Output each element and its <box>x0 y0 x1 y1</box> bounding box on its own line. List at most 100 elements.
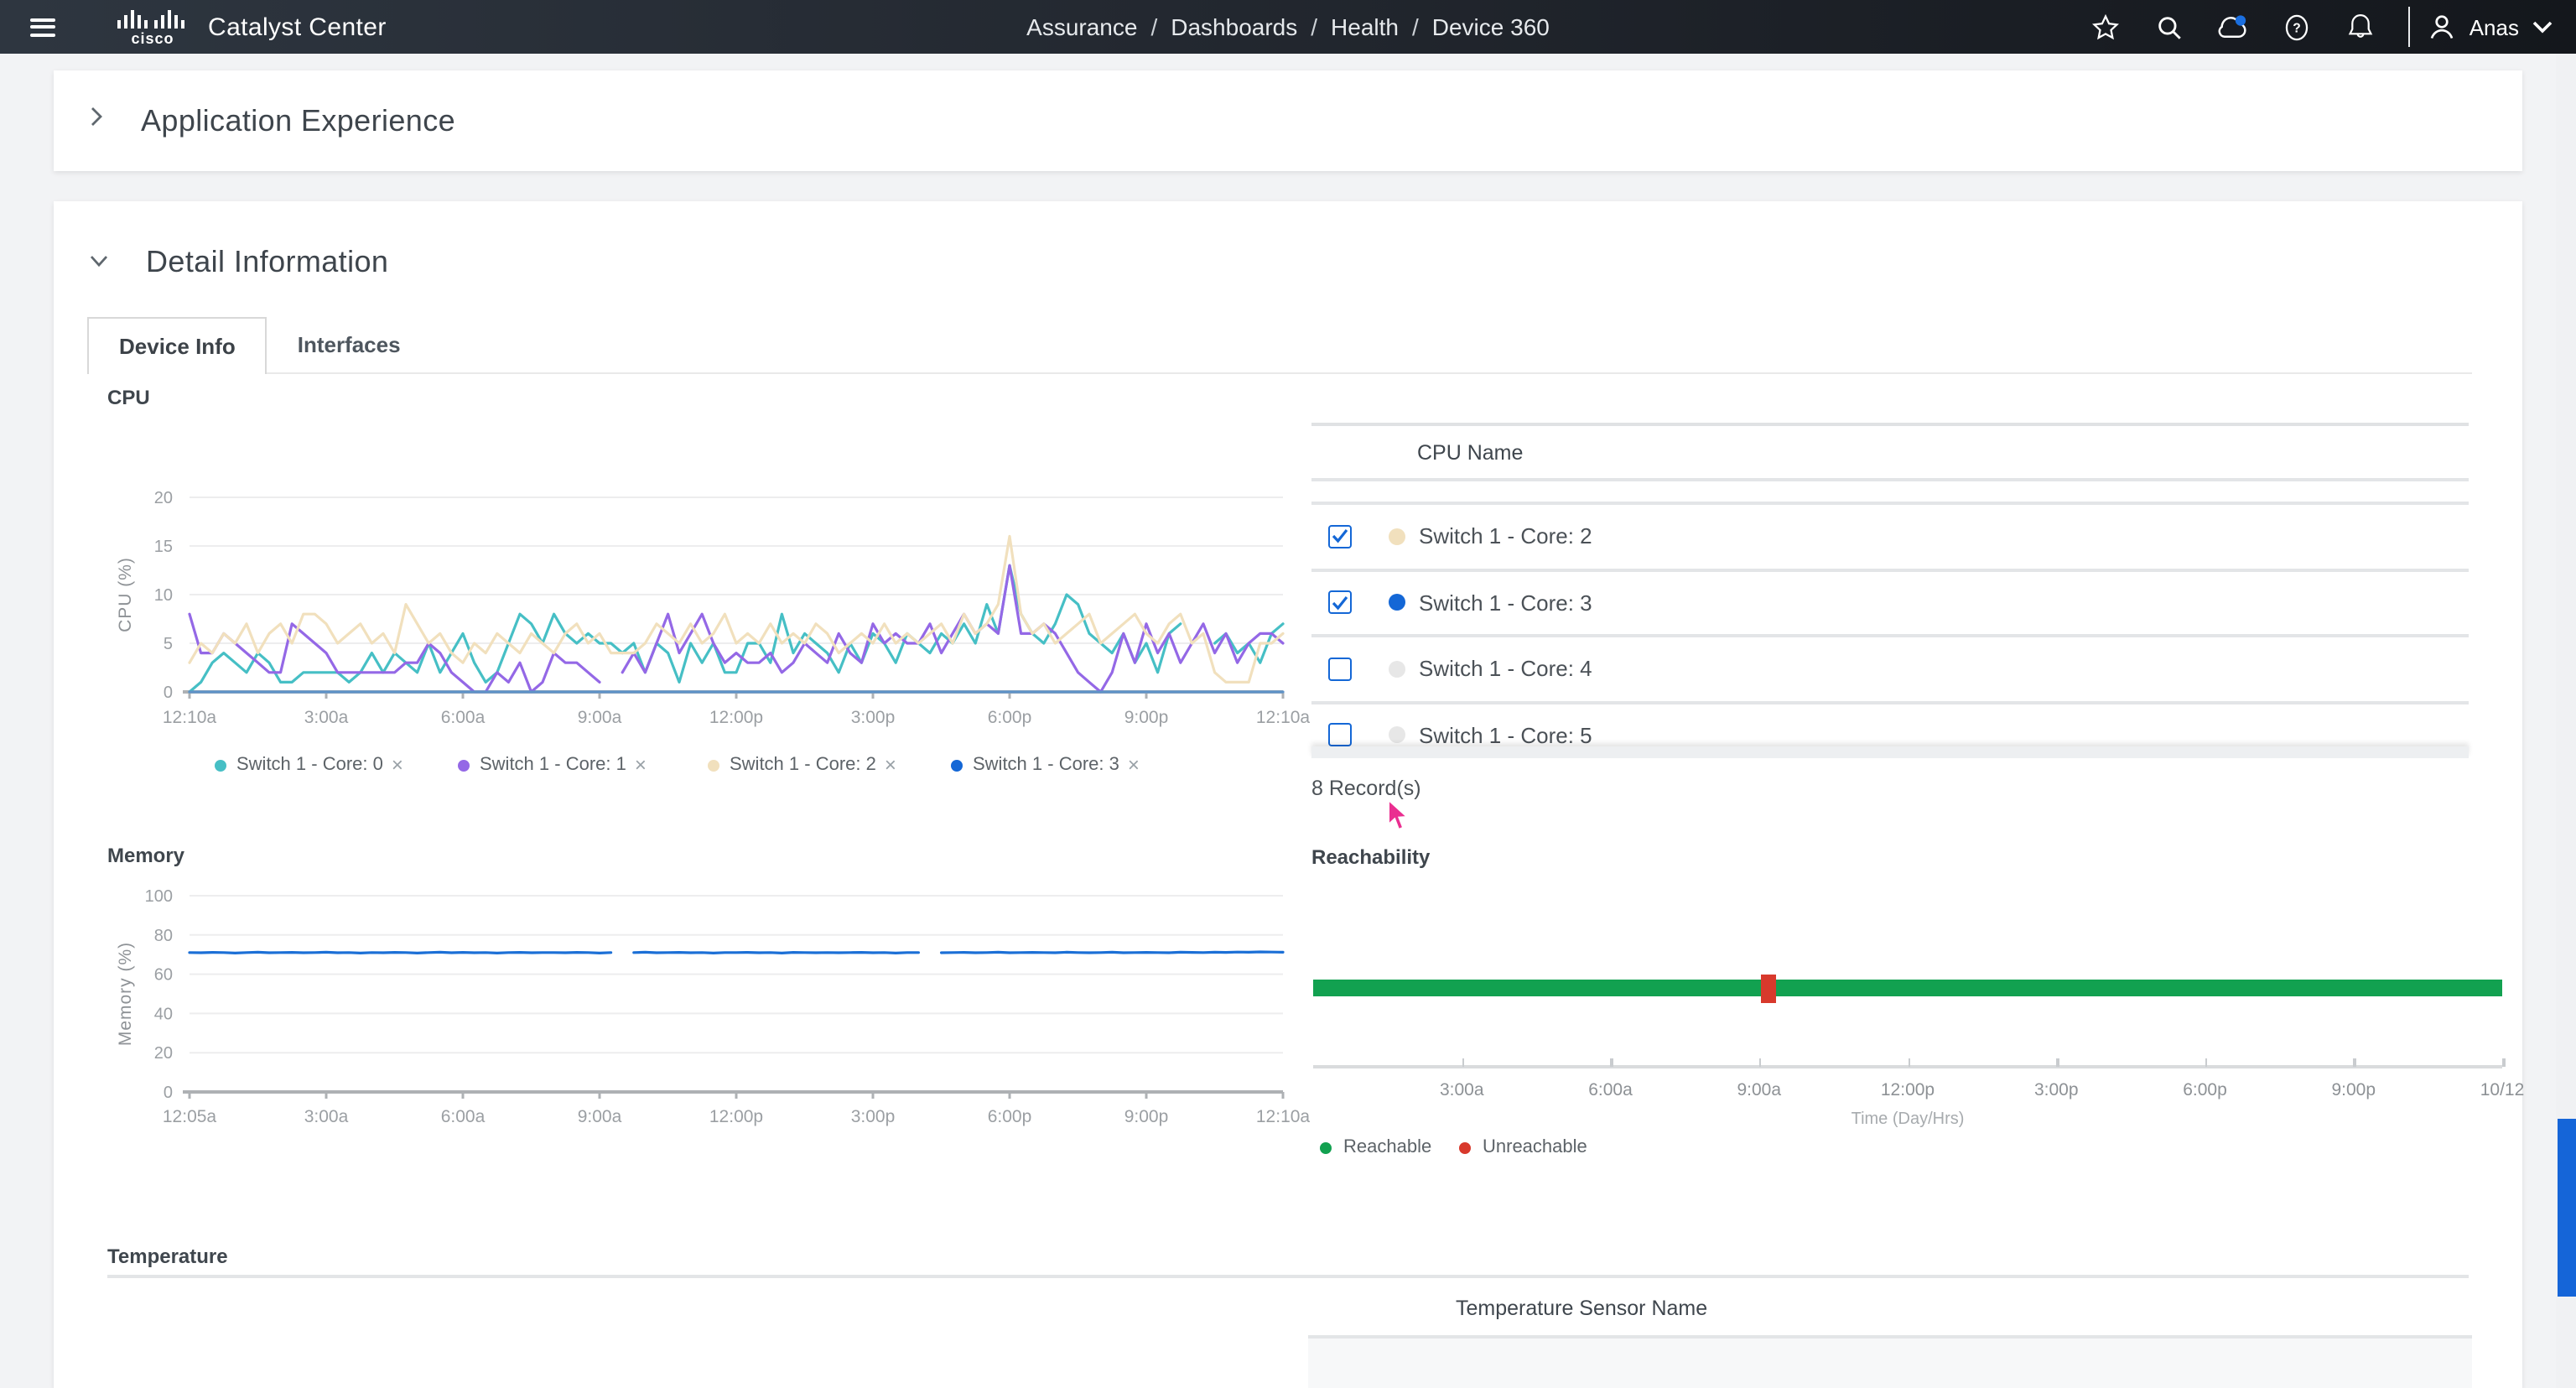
axis-tick-label: 9:00a <box>1737 1080 1781 1100</box>
temperature-divider <box>107 1275 2469 1278</box>
svg-text:9:00p: 9:00p <box>1124 708 1169 727</box>
cpu-legend-item: Switch 1 - Core: 1× <box>458 753 647 777</box>
checkbox-unchecked[interactable] <box>1328 658 1352 681</box>
tab-bar: Device Info Interfaces <box>87 317 2472 374</box>
breadcrumb-separator: / <box>1412 13 1419 40</box>
cpu-list-row: Switch 1 - Core: 4 <box>1311 637 2469 704</box>
legend-dot-icon <box>708 759 719 771</box>
legend-label: Switch 1 - Core: 2 <box>730 755 876 775</box>
breadcrumb-separator: / <box>1311 13 1317 40</box>
cloud-icon[interactable] <box>2211 5 2255 49</box>
axis-tick-label: 6:00p <box>2183 1080 2227 1100</box>
cpu-row-partial <box>1311 481 2469 505</box>
screenshot-stage: cisco Catalyst Center Assurance/Dashboar… <box>0 0 2576 1388</box>
legend-label: Unreachable <box>1483 1137 1587 1157</box>
section-title: Application Experience <box>141 103 455 138</box>
reachability-xaxis-label: Time (Day/Hrs) <box>1852 1110 1965 1129</box>
memory-chart: 02040608010012:05a3:00a6:00a9:00a12:00p3… <box>107 859 1357 1141</box>
svg-text:0: 0 <box>164 684 173 702</box>
reachability-legend-item: Unreachable <box>1459 1137 1587 1157</box>
cpu-row-label: Switch 1 - Core: 3 <box>1419 590 1592 616</box>
legend-dot-icon <box>1459 1141 1471 1153</box>
svg-text:?: ? <box>2293 21 2301 35</box>
favorites-star-icon[interactable] <box>2084 5 2127 49</box>
cpu-legend-item: Switch 1 - Core: 3 × <box>951 753 1140 777</box>
checkbox-checked[interactable] <box>1328 591 1352 615</box>
chevron-right-icon <box>89 106 104 136</box>
cpu-row-label: Switch 1 - Core: 4 <box>1419 657 1592 682</box>
svg-text:12:05a: 12:05a <box>163 1107 217 1126</box>
application-experience-card: Application Experience <box>54 70 2522 171</box>
svg-text:6:00p: 6:00p <box>988 708 1032 727</box>
temperature-table-header: Temperature Sensor Name <box>1456 1297 1707 1320</box>
series-color-dot-icon <box>1389 528 1405 545</box>
detail-information-card: Detail Information Device Info Interface… <box>54 201 2522 1388</box>
axis-tick-label: 12:00p <box>1881 1080 1935 1100</box>
application-experience-header[interactable]: Application Experience <box>89 70 455 171</box>
series-memory <box>190 952 1283 953</box>
svg-text:40: 40 <box>154 1005 173 1023</box>
svg-text:12:10a: 12:10a <box>1256 1107 1311 1126</box>
header-actions: ? Anas <box>2074 0 2576 54</box>
cpu-list-row: Switch 1 - Core: 5 <box>1311 704 2469 750</box>
legend-label: Switch 1 - Core: 0 <box>236 755 383 775</box>
cpu-chart: 0510152012:10a3:00a6:00a9:00a12:00p3:00p… <box>107 406 1357 738</box>
svg-text:3:00a: 3:00a <box>304 1107 349 1126</box>
tab-device-info[interactable]: Device Info <box>87 317 267 374</box>
legend-label: Switch 1 - Core: 3 <box>973 755 1119 775</box>
svg-text:CPU (%): CPU (%) <box>116 557 135 632</box>
notifications-bell-icon[interactable] <box>2339 5 2382 49</box>
detail-information-header[interactable]: Detail Information <box>89 238 388 285</box>
legend-remove-icon[interactable]: × <box>1128 753 1140 777</box>
cpu-list-scroll-edge <box>1311 746 2469 758</box>
axis-tick <box>2502 1058 2505 1067</box>
svg-text:9:00p: 9:00p <box>1124 1107 1169 1126</box>
breadcrumb-separator: / <box>1150 13 1157 40</box>
mouse-cursor <box>1387 798 1410 832</box>
page-scrollbar-thumb[interactable] <box>2557 1119 2576 1297</box>
svg-text:3:00a: 3:00a <box>304 708 349 727</box>
cpu-list-header: CPU Name <box>1311 426 2469 481</box>
svg-text:20: 20 <box>154 489 173 507</box>
breadcrumb-item[interactable]: Device 360 <box>1432 13 1550 40</box>
record-count: 8 Record(s) <box>1311 777 1421 800</box>
svg-text:12:00p: 12:00p <box>709 708 763 727</box>
svg-text:Memory (%): Memory (%) <box>116 942 135 1046</box>
axis-tick-label: 3:00p <box>2034 1080 2079 1100</box>
axis-tick <box>2056 1058 2059 1067</box>
reachability-segment-reachable <box>1313 980 2502 996</box>
svg-text:12:10a: 12:10a <box>1256 708 1311 727</box>
app-header: cisco Catalyst Center Assurance/Dashboar… <box>0 0 2576 54</box>
axis-tick-label: 3:00a <box>1440 1080 1484 1100</box>
breadcrumb-item[interactable]: Assurance <box>1026 13 1137 40</box>
legend-dot-icon <box>458 759 470 771</box>
svg-text:9:00a: 9:00a <box>578 708 622 727</box>
axis-tick-label: 10/12 <box>2480 1080 2525 1100</box>
legend-remove-icon[interactable]: × <box>392 753 403 777</box>
screen: cisco Catalyst Center Assurance/Dashboar… <box>0 0 2576 1388</box>
axis-tick <box>1462 1058 1464 1067</box>
user-menu[interactable]: Anas <box>2428 12 2553 42</box>
cpu-row-label: Switch 1 - Core: 2 <box>1419 524 1592 549</box>
cpu-list-row: Switch 1 - Core: 2 <box>1311 505 2469 571</box>
chevron-down-icon <box>89 247 109 277</box>
legend-dot-icon <box>1320 1141 1332 1153</box>
checkbox-unchecked[interactable] <box>1328 724 1352 747</box>
search-icon[interactable] <box>2148 5 2191 49</box>
reachability-legend-item: Reachable <box>1320 1137 1431 1157</box>
tab-interfaces[interactable]: Interfaces <box>267 315 431 372</box>
cpu-list-header-label: CPU Name <box>1417 440 1523 464</box>
section-title: Detail Information <box>146 244 388 279</box>
axis-tick <box>2354 1058 2356 1067</box>
cpu-legend-item: Switch 1 - Core: 2 × <box>708 753 896 777</box>
help-icon[interactable]: ? <box>2275 5 2319 49</box>
axis-tick-label: 6:00a <box>1588 1080 1633 1100</box>
breadcrumb-item[interactable]: Health <box>1331 13 1399 40</box>
svg-text:100: 100 <box>145 887 173 906</box>
legend-remove-icon[interactable]: × <box>635 753 647 777</box>
breadcrumb-item[interactable]: Dashboards <box>1171 13 1297 40</box>
svg-text:15: 15 <box>154 538 173 556</box>
checkbox-checked[interactable] <box>1328 525 1352 548</box>
legend-remove-icon[interactable]: × <box>885 753 896 777</box>
axis-tick <box>1908 1058 1910 1067</box>
